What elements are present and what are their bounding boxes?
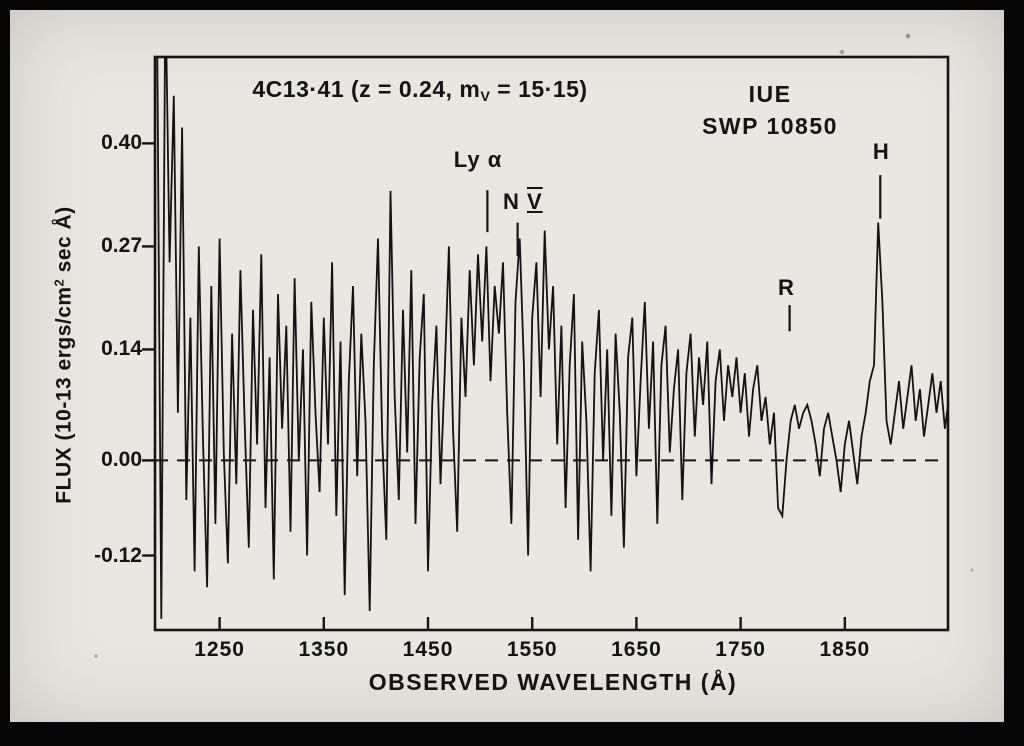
y-axis-title-superscript: 2 xyxy=(51,278,67,287)
annotation-label: R xyxy=(778,275,795,301)
y-axis-title: FLUX (10-13 ergs/cm2 sec Å) xyxy=(52,206,77,503)
annotation-label-text: Ly α xyxy=(453,147,503,173)
x-tick-label: 1350 xyxy=(298,638,350,661)
y-tick-label: -0.12 xyxy=(94,543,142,567)
y-tick-label: 0.14 xyxy=(101,337,142,361)
annotation-label: H xyxy=(873,139,890,165)
spectrum-plot: 4C13·41 (z = 0.24, mV = 15·15) IUE SWP 1… xyxy=(10,10,1004,722)
annotation-label: Ly α xyxy=(454,147,503,173)
annotation-label: N V xyxy=(503,189,543,215)
x-tick-label: 1450 xyxy=(402,638,454,661)
x-tick-label: 1650 xyxy=(611,638,662,661)
annotation-label-text: H xyxy=(872,139,890,165)
y-tick-label: 0.27 xyxy=(101,234,142,258)
annotation-label-text: N xyxy=(502,189,527,215)
plot-frame xyxy=(153,55,950,632)
spectrum-chart xyxy=(142,55,950,632)
x-axis-title: OBSERVED WAVELENGTH (Å) xyxy=(368,669,738,695)
x-tick-label: 1750 xyxy=(715,638,766,661)
annotation-roman-numeral: V xyxy=(526,189,543,215)
plot-title-text-2: = 15·15) xyxy=(490,76,588,102)
x-tick-label: 1250 xyxy=(194,638,245,661)
y-axis-title-text: FLUX (10-13 ergs/cm xyxy=(52,286,76,504)
plot-title: 4C13·41 (z = 0.24, mV = 15·15) xyxy=(220,76,620,105)
annotation-label-text: R xyxy=(778,275,795,301)
y-tick-label: 0.00 xyxy=(101,448,142,472)
x-tick-label: 1850 xyxy=(819,638,871,661)
spectrum-trace xyxy=(156,57,948,619)
photo-card: 4C13·41 (z = 0.24, mV = 15·15) IUE SWP 1… xyxy=(10,10,1004,722)
plot-title-text: 4C13·41 (z = 0.24, m xyxy=(252,76,481,102)
instrument-credit: IUE SWP 10850 xyxy=(670,78,870,142)
y-tick-label: 0.40 xyxy=(101,131,142,155)
instrument-name: IUE xyxy=(748,81,792,107)
plot-title-subscript: V xyxy=(480,89,491,105)
x-tick-label: 1550 xyxy=(506,638,558,661)
exposure-id: SWP 10850 xyxy=(702,113,838,139)
y-axis-title-text-2: sec Å) xyxy=(52,206,76,279)
